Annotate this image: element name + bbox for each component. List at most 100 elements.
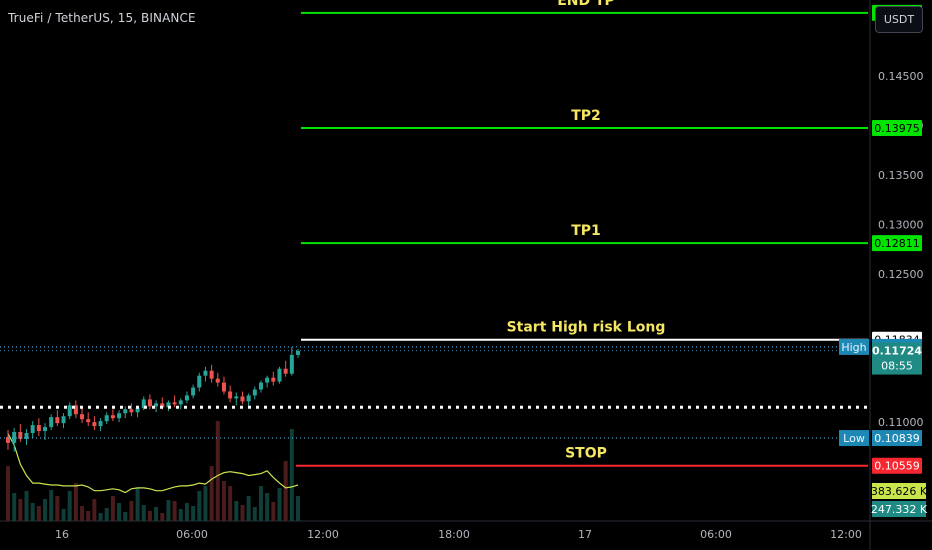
x-tick-label: 17 <box>578 528 592 541</box>
volume-bar <box>283 461 288 521</box>
candle-body <box>283 368 288 374</box>
x-tick-label: 16 <box>55 528 69 541</box>
volume-bar <box>55 496 60 521</box>
candle-body <box>129 409 134 413</box>
volume-bar <box>234 501 239 521</box>
candle-body <box>154 403 159 407</box>
candle-body <box>43 427 48 432</box>
x-tick-label: 18:00 <box>438 528 470 541</box>
candle-body <box>246 395 251 402</box>
volume-bar <box>24 491 29 521</box>
candle-body <box>67 405 72 417</box>
candle-body <box>104 415 109 422</box>
x-tick-label: 12:00 <box>830 528 862 541</box>
candle-body <box>141 399 146 409</box>
candle-body <box>36 425 41 432</box>
candle-body <box>160 403 165 408</box>
symbol-title: TrueFi / TetherUS, 15, BINANCE <box>8 11 196 25</box>
volume-bar <box>30 503 35 521</box>
candle-body <box>209 370 214 379</box>
volume-bar <box>36 506 41 521</box>
volume-label: 383.626 K <box>871 485 928 498</box>
volume-bar <box>86 511 91 521</box>
volume-bar <box>228 486 233 521</box>
volume-bar <box>98 513 103 521</box>
volume-bar <box>129 501 134 521</box>
currency-button[interactable]: USDT <box>875 6 923 33</box>
candle-body <box>61 416 66 424</box>
candle-body <box>289 354 294 374</box>
volume-bar <box>80 506 85 521</box>
level-price-label: 0.10559 <box>874 460 920 473</box>
candle-body <box>203 370 208 376</box>
volume-bar <box>43 499 48 521</box>
candle-body <box>98 421 103 427</box>
x-tick-label: 06:00 <box>176 528 208 541</box>
candle-body <box>6 436 10 443</box>
y-tick-label: 0.13000 <box>878 218 924 231</box>
y-tick-label: 0.13500 <box>878 169 924 182</box>
candle-body <box>166 402 171 408</box>
candle-body <box>24 433 29 439</box>
candle-body <box>221 382 226 392</box>
level-annotation: TP2 <box>571 108 601 124</box>
countdown-label: 08:55 <box>881 360 913 373</box>
level-price-label-bg <box>872 457 922 474</box>
last-price-label-bg <box>872 342 922 375</box>
low-tag: Low <box>843 432 865 445</box>
volume-bar <box>172 501 177 521</box>
candle-body <box>184 395 189 401</box>
level-price-label-bg <box>872 120 922 137</box>
level-annotation: STOP <box>565 446 607 462</box>
candle-body <box>258 382 263 390</box>
volume-bar <box>258 486 263 521</box>
volume-bar <box>141 505 146 521</box>
candle-body <box>265 377 270 383</box>
volume-ma-line <box>7 433 299 494</box>
volume-bar <box>147 511 152 521</box>
candle-body <box>147 399 152 407</box>
volume-bar <box>49 490 54 521</box>
volume-bar <box>246 496 251 521</box>
candle-body <box>296 350 300 355</box>
high-tag-bg <box>839 338 869 355</box>
candle-body <box>86 419 91 423</box>
candle-body <box>30 425 35 434</box>
candle-body <box>240 396 245 402</box>
volume-bar <box>135 488 140 521</box>
volume-bar <box>166 500 171 521</box>
volume-bar <box>123 512 128 521</box>
candle-body <box>234 396 239 399</box>
candle-body <box>12 432 17 443</box>
level-annotation: Start High risk Long <box>507 320 666 336</box>
volume-bar <box>117 503 122 521</box>
high-tag: High <box>841 341 866 354</box>
volume-bar <box>160 513 165 521</box>
candle-body <box>80 414 85 420</box>
volume-bar <box>154 507 159 521</box>
candle-body <box>123 409 128 414</box>
low-tag-bg <box>839 430 869 447</box>
volume-bar <box>92 499 97 521</box>
candle-body <box>73 405 78 415</box>
candle-body <box>117 413 122 419</box>
volume-bar <box>203 486 208 521</box>
candle-body <box>178 400 183 405</box>
x-tick-label: 06:00 <box>700 528 732 541</box>
candle-body <box>135 408 140 413</box>
candle-body <box>228 391 233 399</box>
volume-bar <box>265 493 270 521</box>
volume-bar <box>215 421 220 521</box>
volume-bar <box>221 481 226 521</box>
candle-body <box>55 417 60 424</box>
candle-body <box>92 422 97 427</box>
candle-body <box>277 368 282 382</box>
volume-bar <box>209 466 214 521</box>
volume-bar <box>252 507 257 521</box>
volume-bar <box>104 508 109 521</box>
y-tick-label: 0.11000 <box>878 416 924 429</box>
last-price-label: 0.11724 <box>872 345 922 358</box>
candle-body <box>271 377 276 382</box>
